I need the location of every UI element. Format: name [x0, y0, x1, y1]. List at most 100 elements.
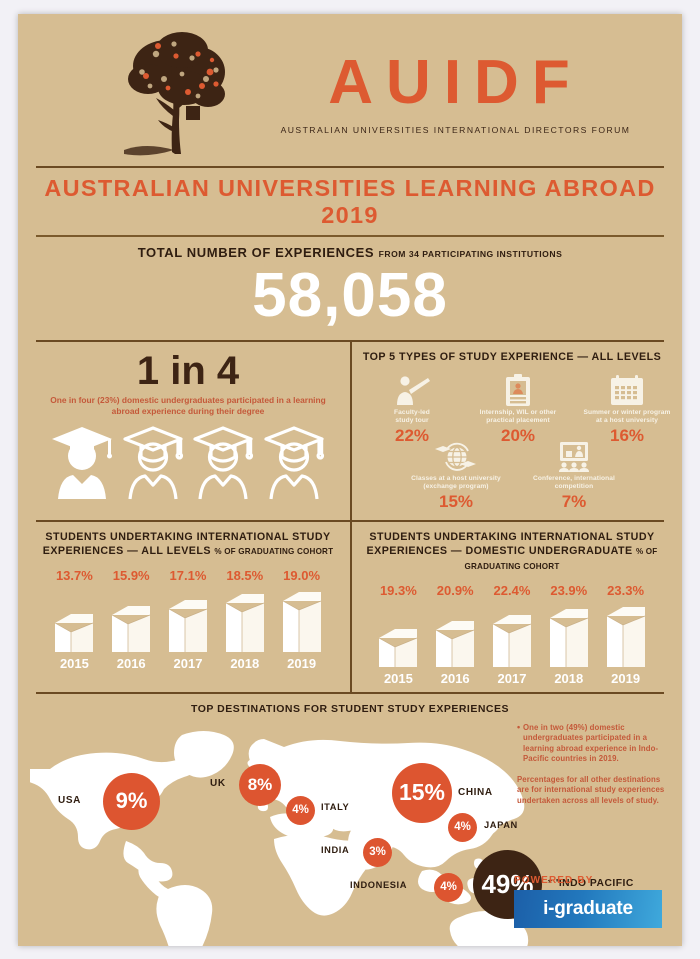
top5-item-internship: Internship, WIL or other practical place…: [465, 373, 571, 446]
i-graduate-label: i-graduate: [543, 898, 633, 919]
map-note-two: Percentages for all other destinations a…: [517, 774, 665, 806]
top5-percent: 22%: [394, 426, 430, 446]
panel-band-two: STUDENTS UNDERTAKING INTERNATIONAL STUDY…: [18, 521, 682, 692]
total-note: FROM 34 PARTICIPATING INSTITUTIONS: [378, 248, 563, 259]
vertical-divider-2: [350, 521, 352, 692]
bar-cell: [597, 604, 654, 668]
bar-label: 19.0%: [283, 567, 321, 583]
presentation-icon: [518, 441, 630, 472]
bar-3d-icon: [606, 606, 645, 667]
chart-bars: [360, 598, 664, 668]
map-bubble-china[interactable]: 15%: [392, 762, 452, 823]
one-in-four-description: One in four (23%) domestic undergraduate…: [50, 394, 326, 416]
divider-mid: [36, 519, 664, 522]
map-bubble-value: 8%: [247, 774, 273, 794]
map-bubble-italy[interactable]: 4%: [286, 795, 315, 825]
top5-item-exchange: Classes at a host university (exchange p…: [397, 442, 515, 512]
map-label-japan: JAPAN: [484, 819, 518, 830]
top5-item-faculty-led: Faculty-led study tour 22%: [360, 374, 464, 446]
bar-category: 2015: [383, 670, 413, 686]
chart-domestic-undergrad: STUDENTS UNDERTAKING INTERNATIONAL STUDY…: [350, 522, 682, 692]
powered-by-label: POWERED BY: [514, 875, 594, 886]
top5-percent: 20%: [500, 426, 536, 446]
top5-label-line2: practical placement: [486, 416, 550, 424]
map-bubble-india[interactable]: 3%: [363, 837, 392, 867]
bar-cell: [273, 589, 330, 653]
chart-subtitle: % OF GRADUATING COHORT: [214, 546, 334, 556]
graduate-outline-icon: [193, 425, 254, 499]
bar-cell: [160, 597, 217, 653]
bar-3d-icon: [55, 613, 94, 652]
vertical-divider-1: [350, 341, 352, 520]
chart-category-labels: 2015 2016 2017 2018 2019: [36, 653, 340, 679]
chart-value-labels: 13.7% 15.9% 17.1% 18.5% 19.0%: [36, 559, 340, 583]
total-experiences-value: 58,058: [252, 260, 448, 330]
tree-icon: [124, 32, 225, 156]
graduate-outline-icon: [264, 425, 325, 499]
top5-percent: 7%: [561, 492, 587, 512]
graduate-filled-icon: [52, 426, 113, 499]
total-experiences-label: TOTAL NUMBER OF EXPERIENCES FROM 34 PART…: [18, 237, 682, 262]
bar-label: 15.9%: [112, 567, 150, 583]
map-label-india: INDIA: [321, 844, 350, 855]
map-bubble-japan[interactable]: 4%: [448, 812, 477, 842]
top5-percent: 15%: [438, 492, 474, 512]
bar-cell: [540, 606, 597, 668]
top5-label-line2: competition: [554, 482, 594, 490]
bar-category: 2016: [116, 655, 146, 671]
bar-cell: [46, 611, 103, 653]
total-label: TOTAL NUMBER OF EXPERIENCES: [137, 244, 375, 260]
one-in-four-panel: 1 in 4 One in four (23%) domestic underg…: [18, 342, 350, 520]
map-title: TOP DESTINATIONS FOR STUDENT STUDY EXPER…: [190, 702, 509, 715]
chart-category-labels: 2015 2016 2017 2018 2019: [360, 668, 664, 694]
top5-label-line1: Internship, WIL or other: [479, 408, 557, 416]
bar-category: 2015: [59, 655, 89, 671]
top5-item-conference: Conference, international competition 7%: [518, 441, 630, 512]
map-label-china: CHINA: [458, 786, 493, 798]
top5-label-line1: Classes at a host university: [411, 474, 501, 482]
infographic-page: AUIDF AUSTRALIAN UNIVERSITIES INTERNATIO…: [18, 14, 682, 946]
bar-label: 22.4%: [493, 582, 531, 598]
map-note-one: One in two (49%) domestic undergraduates…: [517, 721, 672, 765]
calendar-icon: [572, 374, 682, 406]
divider-above-panels: [36, 339, 664, 342]
bar-cell: [216, 591, 273, 653]
panel-band-one: 1 in 4 One in four (23%) domestic underg…: [18, 341, 682, 520]
bar-category: 2018: [230, 655, 260, 671]
map-bubble-uk[interactable]: 8%: [239, 763, 281, 806]
top5-label-line2: at a host university: [595, 416, 659, 424]
map-bubble-value: 3%: [369, 846, 386, 858]
top5-label-line1: Conference, international: [532, 474, 615, 482]
map-bubble-value: 15%: [398, 779, 446, 805]
divider-above-map: [36, 691, 664, 694]
graduate-outline-icon: [123, 425, 183, 499]
chart-title-line2: EXPERIENCES — DOMESTIC UNDERGRADUATE: [366, 544, 633, 557]
bar-label: 20.9%: [436, 582, 474, 598]
top5-percent: 16%: [609, 426, 645, 446]
map-bubble-indonesia[interactable]: 4%: [434, 872, 463, 902]
map-bubble-value: 9%: [115, 788, 148, 813]
chart-bars: [36, 583, 340, 653]
top5-label-line1: Faculty-led: [394, 408, 430, 416]
bar-label: 18.5%: [226, 567, 264, 583]
map-bubble-usa[interactable]: 9%: [103, 772, 160, 830]
chart-all-levels: STUDENTS UNDERTAKING INTERNATIONAL STUDY…: [18, 522, 350, 692]
bar-3d-icon: [492, 614, 532, 667]
map-bubble-value: 4%: [440, 881, 457, 893]
bar-3d-icon: [436, 620, 475, 667]
map-label-uk: UK: [210, 777, 226, 789]
id-badge-icon: [465, 373, 571, 406]
footer: POWERED BY i-graduate: [482, 875, 662, 928]
top5-label-line2: (exchange program): [423, 482, 489, 490]
map-label-italy: ITALY: [321, 801, 350, 812]
page-title: AUSTRALIAN UNIVERSITIES LEARNING ABROAD …: [44, 175, 656, 228]
bar-3d-icon: [379, 628, 418, 667]
divider-top: [36, 166, 664, 168]
bar-category: 2017: [497, 670, 527, 686]
i-graduate-logo[interactable]: i-graduate: [514, 890, 662, 928]
chart-value-labels: 19.3% 20.9% 22.4% 23.9% 23.3%: [360, 574, 664, 598]
bar-category: 2017: [173, 655, 203, 671]
top5-items: Faculty-led study tour 22%: [360, 364, 670, 511]
bar-cell: [103, 603, 160, 653]
brand-name: AUIDF: [328, 48, 583, 117]
